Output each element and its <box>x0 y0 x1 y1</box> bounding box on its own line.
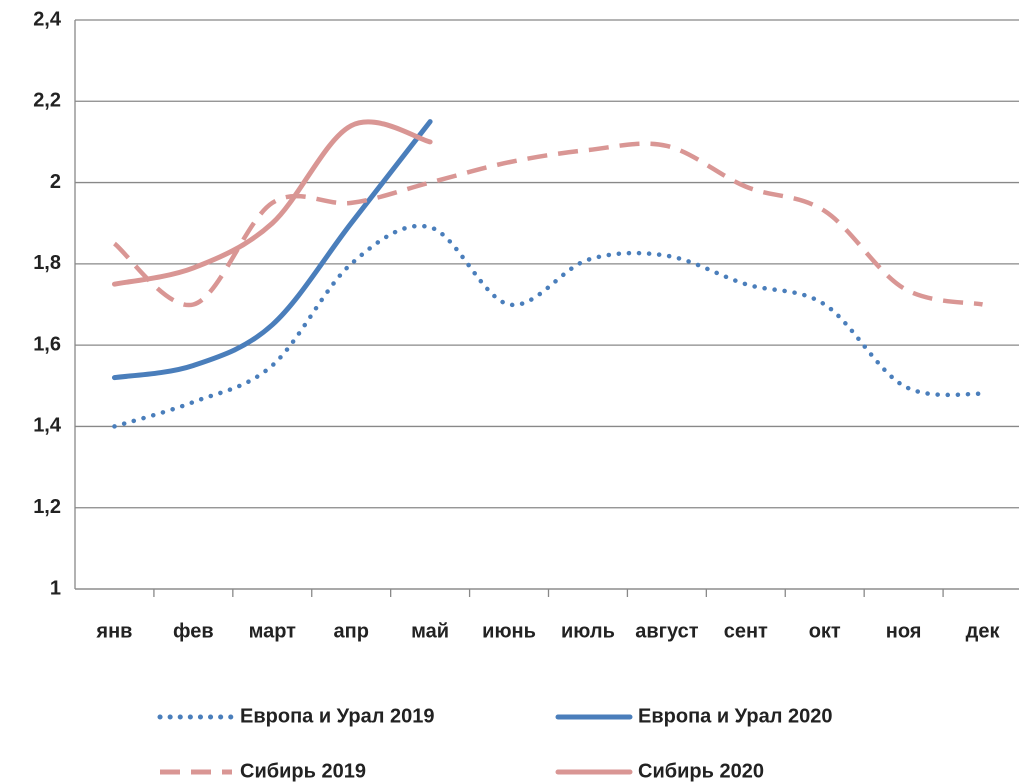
y-tick-label: 2,4 <box>33 8 62 30</box>
x-tick-label: ноя <box>886 620 922 642</box>
y-tick-label: 1,8 <box>33 252 61 274</box>
series-line <box>112 141 983 308</box>
series-line <box>111 119 433 287</box>
x-tick-label: март <box>249 620 297 642</box>
x-tick-label: окт <box>809 620 841 642</box>
y-tick-label: 1,4 <box>33 415 62 437</box>
legend-label: Европа и Урал 2020 <box>638 705 832 727</box>
y-tick-label: 1 <box>50 577 61 599</box>
x-tick-label: июнь <box>482 620 536 642</box>
series-line <box>112 223 985 429</box>
legend-label: Европа и Урал 2019 <box>240 705 434 727</box>
y-tick-label: 2 <box>50 171 61 193</box>
x-tick-label: сент <box>724 620 768 642</box>
x-tick-label: апр <box>333 620 368 642</box>
x-tick-label: фев <box>173 620 214 642</box>
x-tick-label: май <box>411 620 449 642</box>
x-tick-label: июль <box>561 620 615 642</box>
y-tick-label: 1,2 <box>33 496 61 518</box>
x-tick-label: янв <box>95 620 132 642</box>
series-line <box>111 119 433 381</box>
y-tick-label: 1,6 <box>33 333 61 355</box>
legend-label: Сибирь 2020 <box>638 760 764 782</box>
x-tick-label: дек <box>966 620 1001 642</box>
legend-label: Сибирь 2019 <box>240 760 366 782</box>
y-tick-label: 2,2 <box>33 90 61 112</box>
x-tick-label: август <box>635 620 698 642</box>
